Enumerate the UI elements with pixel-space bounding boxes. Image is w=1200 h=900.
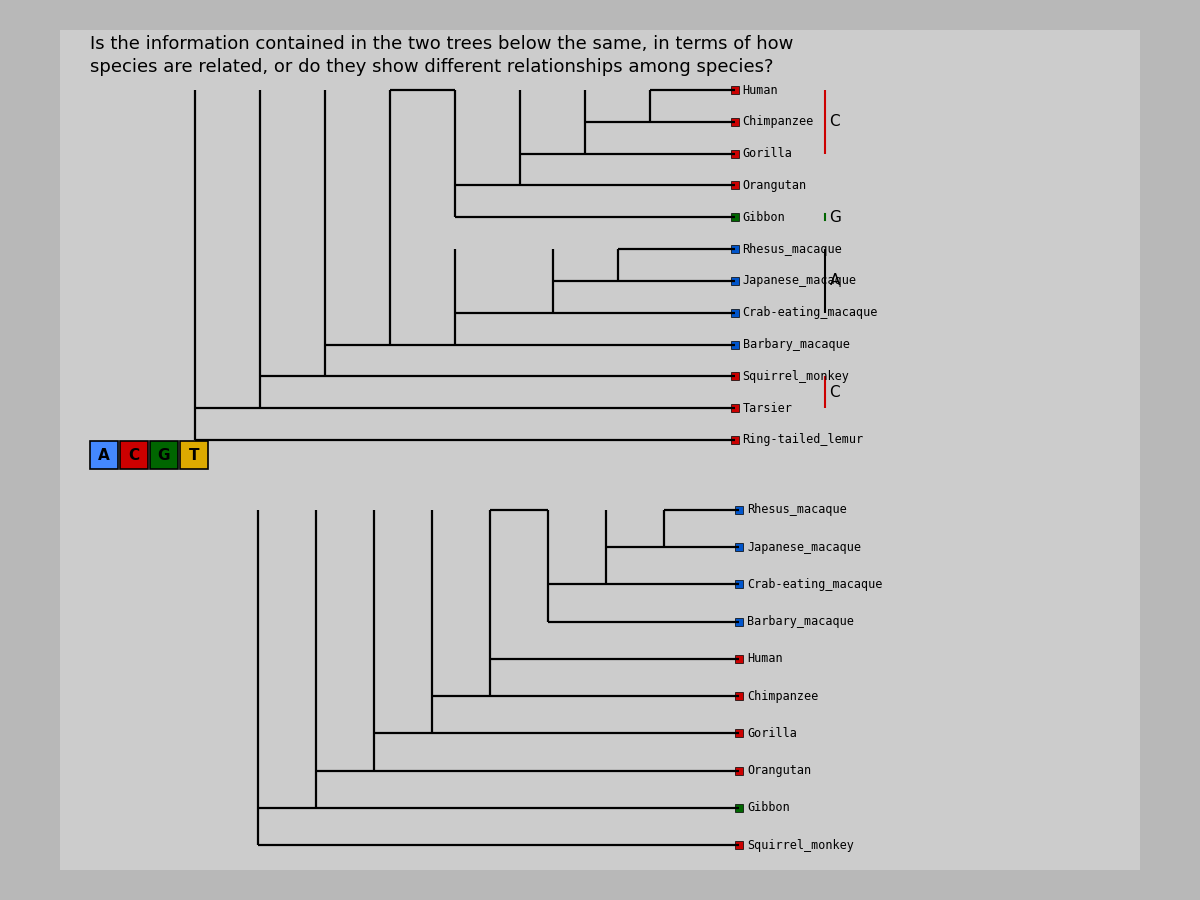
Text: Rhesus_macaque: Rhesus_macaque xyxy=(748,503,847,517)
FancyBboxPatch shape xyxy=(731,213,738,221)
FancyBboxPatch shape xyxy=(736,580,744,589)
FancyBboxPatch shape xyxy=(736,729,744,737)
FancyBboxPatch shape xyxy=(731,149,738,158)
Text: Squirrel_monkey: Squirrel_monkey xyxy=(743,370,850,382)
Text: Human: Human xyxy=(743,84,778,96)
FancyBboxPatch shape xyxy=(731,373,738,381)
Text: Orangutan: Orangutan xyxy=(748,764,811,777)
FancyBboxPatch shape xyxy=(90,441,118,469)
FancyBboxPatch shape xyxy=(736,544,744,551)
FancyBboxPatch shape xyxy=(150,441,178,469)
Text: Tarsier: Tarsier xyxy=(743,401,792,415)
FancyBboxPatch shape xyxy=(731,86,738,94)
FancyBboxPatch shape xyxy=(736,617,744,626)
FancyBboxPatch shape xyxy=(736,841,744,849)
Text: Is the information contained in the two trees below the same, in terms of how: Is the information contained in the two … xyxy=(90,35,793,53)
Text: Chimpanzee: Chimpanzee xyxy=(748,689,818,703)
FancyBboxPatch shape xyxy=(731,277,738,285)
Text: Gibbon: Gibbon xyxy=(748,801,790,814)
FancyBboxPatch shape xyxy=(731,436,738,444)
FancyBboxPatch shape xyxy=(731,182,738,190)
Text: Gorilla: Gorilla xyxy=(748,727,797,740)
Text: C: C xyxy=(829,114,840,130)
Text: C: C xyxy=(128,447,139,463)
Text: Crab-eating_macaque: Crab-eating_macaque xyxy=(748,578,883,591)
Text: G: G xyxy=(157,447,170,463)
Text: G: G xyxy=(829,210,841,225)
FancyBboxPatch shape xyxy=(736,767,744,775)
Text: Barbary_macaque: Barbary_macaque xyxy=(743,338,850,351)
Text: Rhesus_macaque: Rhesus_macaque xyxy=(743,243,842,256)
FancyBboxPatch shape xyxy=(180,441,208,469)
Text: Ring-tailed_lemur: Ring-tailed_lemur xyxy=(743,434,864,446)
Text: Squirrel_monkey: Squirrel_monkey xyxy=(748,839,854,851)
Text: Barbary_macaque: Barbary_macaque xyxy=(748,616,854,628)
FancyBboxPatch shape xyxy=(731,118,738,126)
FancyBboxPatch shape xyxy=(120,441,148,469)
Text: species are related, or do they show different relationships among species?: species are related, or do they show dif… xyxy=(90,58,774,76)
Text: Chimpanzee: Chimpanzee xyxy=(743,115,814,129)
Text: Japanese_macaque: Japanese_macaque xyxy=(743,274,857,287)
Text: Crab-eating_macaque: Crab-eating_macaque xyxy=(743,306,878,319)
FancyBboxPatch shape xyxy=(731,245,738,253)
Text: A: A xyxy=(829,274,840,288)
FancyBboxPatch shape xyxy=(60,30,1140,870)
Text: Human: Human xyxy=(748,652,784,665)
FancyBboxPatch shape xyxy=(731,340,738,348)
FancyBboxPatch shape xyxy=(736,692,744,700)
FancyBboxPatch shape xyxy=(736,655,744,663)
Text: T: T xyxy=(188,447,199,463)
Text: Japanese_macaque: Japanese_macaque xyxy=(748,541,862,554)
Text: Gibbon: Gibbon xyxy=(743,211,785,224)
Text: C: C xyxy=(829,385,840,400)
Text: A: A xyxy=(98,447,110,463)
FancyBboxPatch shape xyxy=(736,506,744,514)
FancyBboxPatch shape xyxy=(736,804,744,812)
Text: Orangutan: Orangutan xyxy=(743,179,806,192)
FancyBboxPatch shape xyxy=(731,404,738,412)
Text: Gorilla: Gorilla xyxy=(743,147,792,160)
FancyBboxPatch shape xyxy=(731,309,738,317)
